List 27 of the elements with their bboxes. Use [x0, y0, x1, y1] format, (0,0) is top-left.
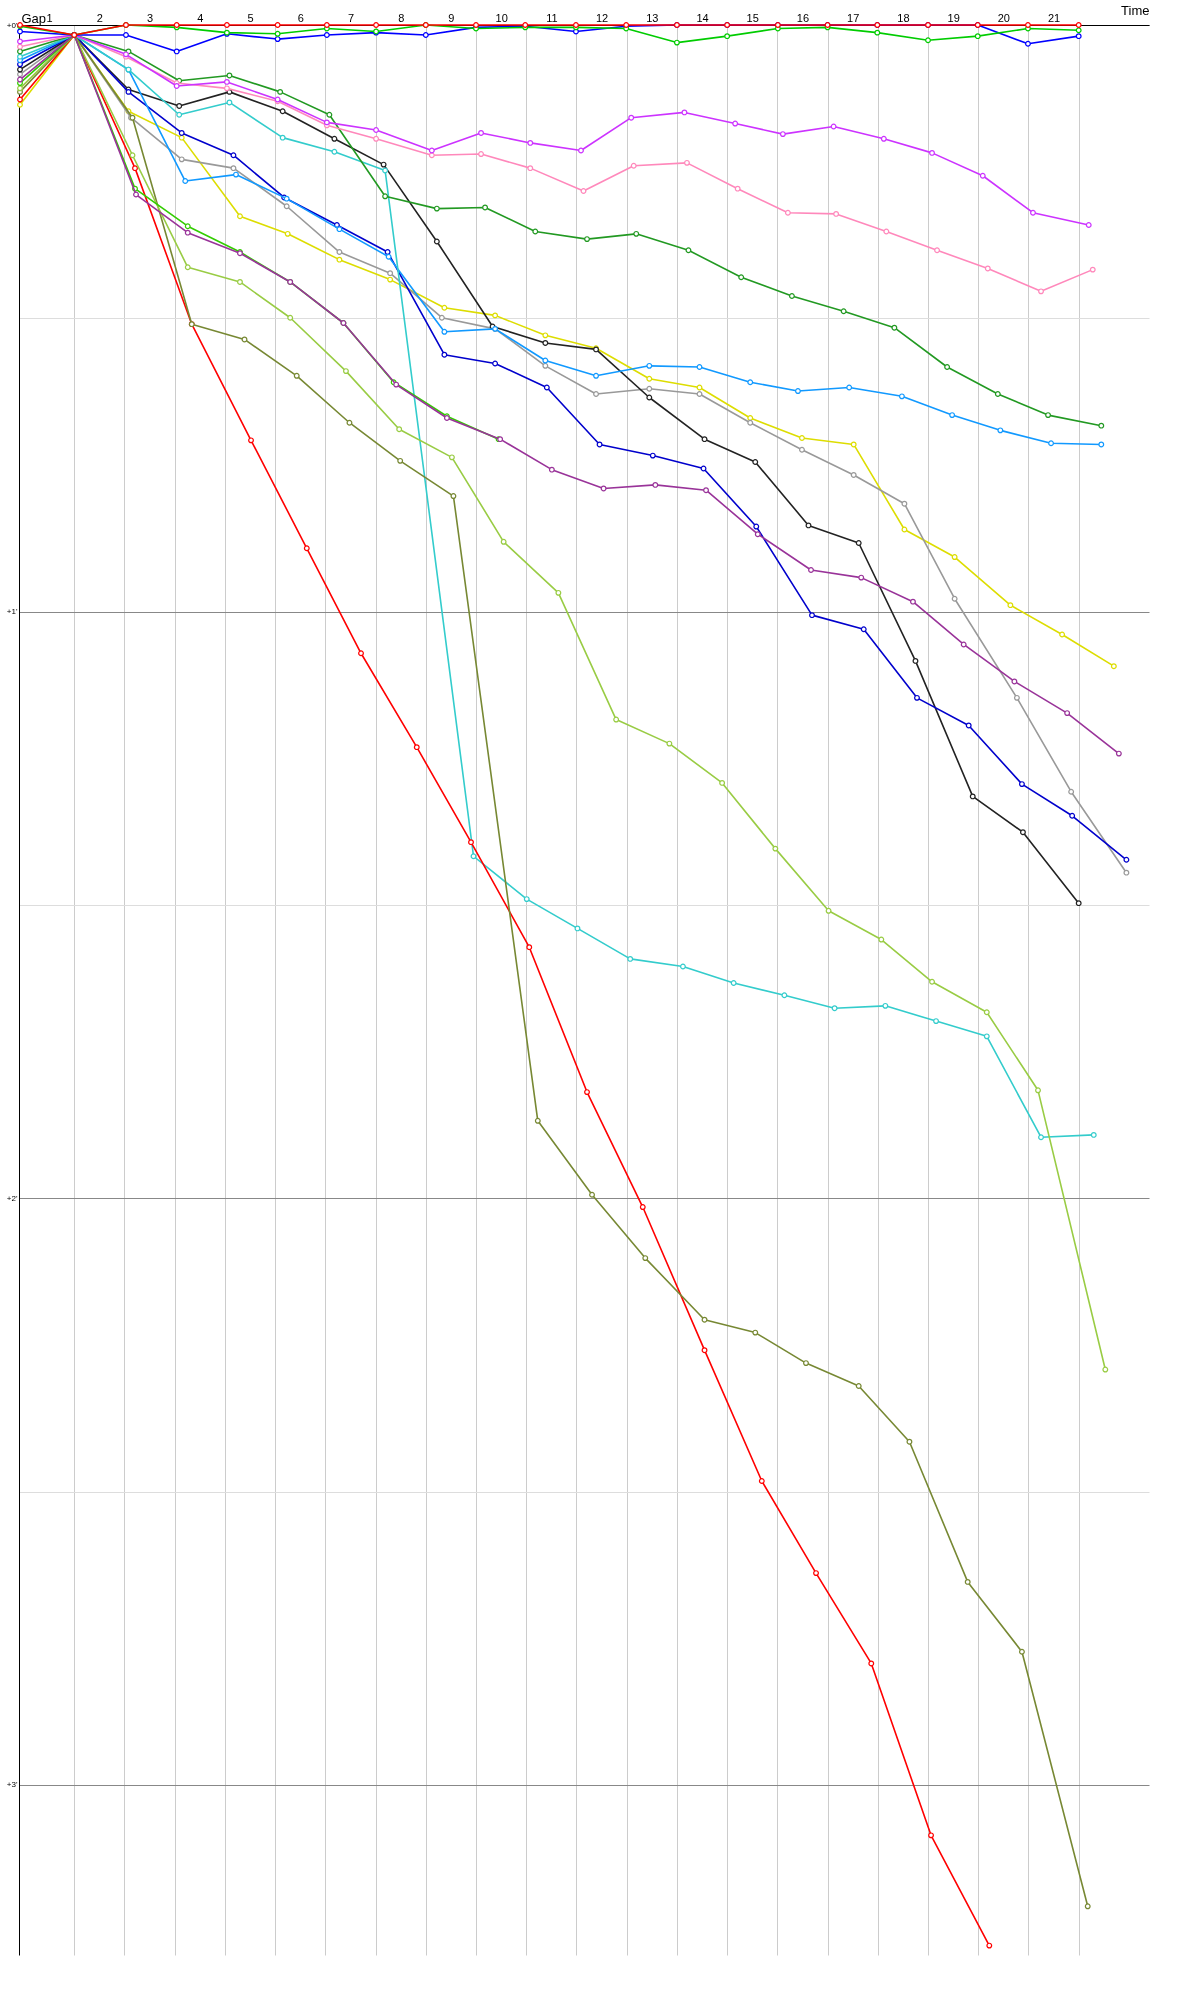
x-axis-title: Time — [1121, 2, 1150, 18]
x-tick-label: 10 — [495, 11, 508, 24]
x-tick-label: 7 — [347, 11, 355, 24]
x-tick-label: 21 — [1047, 11, 1061, 24]
y-axis-title: Gap — [21, 10, 47, 26]
x-tick-label: 1 — [46, 11, 53, 24]
x-tick-label: 18 — [897, 11, 910, 24]
y-tick-label: +1' — [6, 607, 18, 617]
x-tick-label: 17 — [847, 11, 860, 24]
x-tick-label: 2 — [96, 11, 103, 24]
y-tick-label: +3' — [6, 1780, 18, 1790]
x-tick-label: 4 — [197, 11, 204, 24]
x-tick-label: 6 — [297, 11, 304, 24]
x-tick-label: 11 — [546, 11, 558, 24]
x-tick-label: 19 — [947, 11, 960, 24]
x-tick-label: 16 — [796, 11, 810, 24]
x-tick-label: 9 — [448, 11, 455, 24]
x-tick-label: 13 — [646, 11, 659, 24]
x-tick-label: 3 — [147, 11, 154, 24]
y-tick-label: +0' — [6, 20, 18, 30]
x-tick-label: 8 — [398, 11, 405, 24]
x-tick-label: 20 — [997, 11, 1010, 24]
x-tick-label: 12 — [595, 11, 609, 24]
y-tick-label: +2' — [6, 1193, 18, 1203]
x-tick-label: 14 — [696, 11, 709, 24]
x-tick-label: 5 — [247, 11, 254, 24]
x-tick-label: 15 — [746, 11, 759, 24]
